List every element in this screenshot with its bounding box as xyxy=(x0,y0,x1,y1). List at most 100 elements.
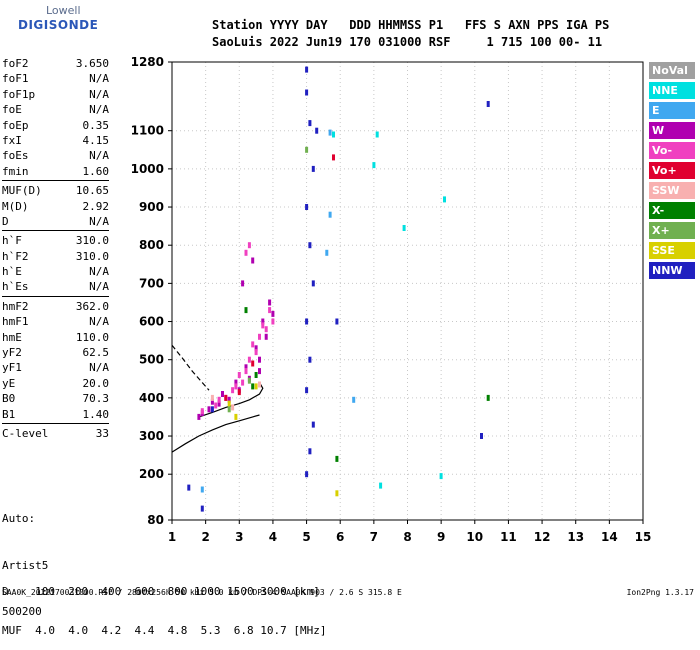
echo-point xyxy=(305,146,309,153)
param-value: N/A xyxy=(89,87,109,101)
x-tick-label: 8 xyxy=(403,530,411,544)
header-labels: Station YYYY DAY DDD HHMMSS P1 FFS S AXN… xyxy=(212,18,610,32)
echo-point xyxy=(264,333,268,340)
echo-point xyxy=(214,402,218,409)
echo-point xyxy=(271,310,275,317)
param-value: 310.0 xyxy=(75,249,109,263)
param-value: N/A xyxy=(89,280,109,294)
y-tick-label: 900 xyxy=(139,200,164,214)
echo-point xyxy=(227,400,231,407)
param-name: C-level xyxy=(2,426,49,440)
param-row: foF1p N/A xyxy=(2,87,109,102)
echo-point xyxy=(332,131,335,138)
x-tick-label: 13 xyxy=(567,530,584,544)
echo-point xyxy=(305,204,309,210)
param-separator xyxy=(2,230,109,232)
param-name: h`F xyxy=(2,234,22,248)
polarization-legend: NoVal NNE E W Vo- Vo+ SSW X- X+ SSE NNW xyxy=(649,62,695,282)
param-name: foF1 xyxy=(2,72,29,86)
footer-version: Ion2Png 1.3.17 xyxy=(626,588,694,597)
x-tick-label: 7 xyxy=(370,530,378,544)
param-name: foEs xyxy=(2,149,29,163)
echo-point xyxy=(443,196,446,203)
echo-point xyxy=(268,299,272,306)
param-row: fxI 4.15 xyxy=(2,133,109,148)
param-value: 1.60 xyxy=(82,164,110,178)
footer-info: SAA0K_2022170031000.RSF / 280fx256h 50 k… xyxy=(2,588,402,597)
param-row: hmF2 362.0 xyxy=(2,299,109,314)
param-value: 0.35 xyxy=(82,118,110,132)
echo-point xyxy=(305,66,309,73)
param-value: N/A xyxy=(89,103,109,117)
param-value: N/A xyxy=(89,361,109,375)
param-value: 62.5 xyxy=(82,346,110,360)
echo-point xyxy=(308,448,312,455)
param-row: hmF1 N/A xyxy=(2,314,109,329)
echo-point xyxy=(402,225,406,231)
param-row: yE 20.0 xyxy=(2,376,109,391)
param-value: 33 xyxy=(95,426,109,440)
echo-point xyxy=(221,391,224,397)
echo-point xyxy=(247,356,251,363)
param-row: M(D) 2.92 xyxy=(2,199,109,214)
echo-point xyxy=(207,406,211,413)
x-tick-label: 1 xyxy=(168,530,176,544)
logo-line2: DIGISONDE xyxy=(18,18,99,32)
param-row: D N/A xyxy=(2,214,109,229)
param-value: 20.0 xyxy=(82,376,110,390)
legend-item: W xyxy=(649,122,695,139)
echo-point xyxy=(197,413,201,420)
param-value: N/A xyxy=(89,72,109,86)
trace-curves xyxy=(171,344,264,453)
echo-point xyxy=(271,318,275,325)
echo-point xyxy=(244,364,248,371)
echo-point xyxy=(254,383,258,390)
echo-point xyxy=(251,383,255,390)
param-name: hmE xyxy=(2,330,22,344)
echo-point xyxy=(187,484,191,491)
echo-point xyxy=(335,455,339,462)
echo-point xyxy=(258,333,261,340)
param-name: fxI xyxy=(2,133,22,147)
x-tick-label: 9 xyxy=(437,530,445,544)
echo-point xyxy=(335,318,339,325)
y-tick-label: 1000 xyxy=(131,162,164,176)
echo-point xyxy=(254,345,258,352)
echo-point xyxy=(332,154,335,161)
echo-point xyxy=(335,490,339,497)
param-row: h`F2 310.0 xyxy=(2,249,109,264)
echo-point xyxy=(325,249,329,256)
param-row: h`Es N/A xyxy=(2,279,109,294)
param-value: 310.0 xyxy=(75,234,109,248)
auto-label: Auto: xyxy=(2,512,36,525)
echo-point xyxy=(251,257,255,264)
param-name: yF1 xyxy=(2,361,22,375)
param-row: foF1 N/A xyxy=(2,71,109,86)
echo-point xyxy=(264,326,268,333)
x-tick-label: 11 xyxy=(500,530,517,544)
param-value: 3.650 xyxy=(75,57,109,70)
echo-points xyxy=(187,66,490,512)
echo-point xyxy=(486,394,490,401)
param-value: 2.92 xyxy=(82,199,110,213)
echo-point xyxy=(375,131,379,138)
param-name: h`Es xyxy=(2,280,29,294)
legend-item: NoVal xyxy=(649,62,695,79)
y-tick-label: 500 xyxy=(139,353,164,367)
param-row: yF1 N/A xyxy=(2,360,109,375)
echo-point xyxy=(247,242,251,249)
param-row: h`F 310.0 xyxy=(2,233,109,248)
echo-point xyxy=(480,433,483,439)
param-name: foF2 xyxy=(2,57,29,70)
echo-point xyxy=(231,387,235,394)
param-row: hmE 110.0 xyxy=(2,330,109,345)
echo-point xyxy=(244,249,248,256)
legend-item: Vo+ xyxy=(649,162,695,179)
echo-point xyxy=(439,473,443,480)
param-value: 110.0 xyxy=(75,330,109,344)
y-tick-label: 1280 xyxy=(131,55,164,69)
echo-point xyxy=(372,162,376,169)
y-tick-labels: 80 200 300 400 500 600 700 800 900 1000 1100 1280 xyxy=(131,55,164,527)
echo-point xyxy=(258,356,261,363)
legend-item: Vo- xyxy=(649,142,695,159)
